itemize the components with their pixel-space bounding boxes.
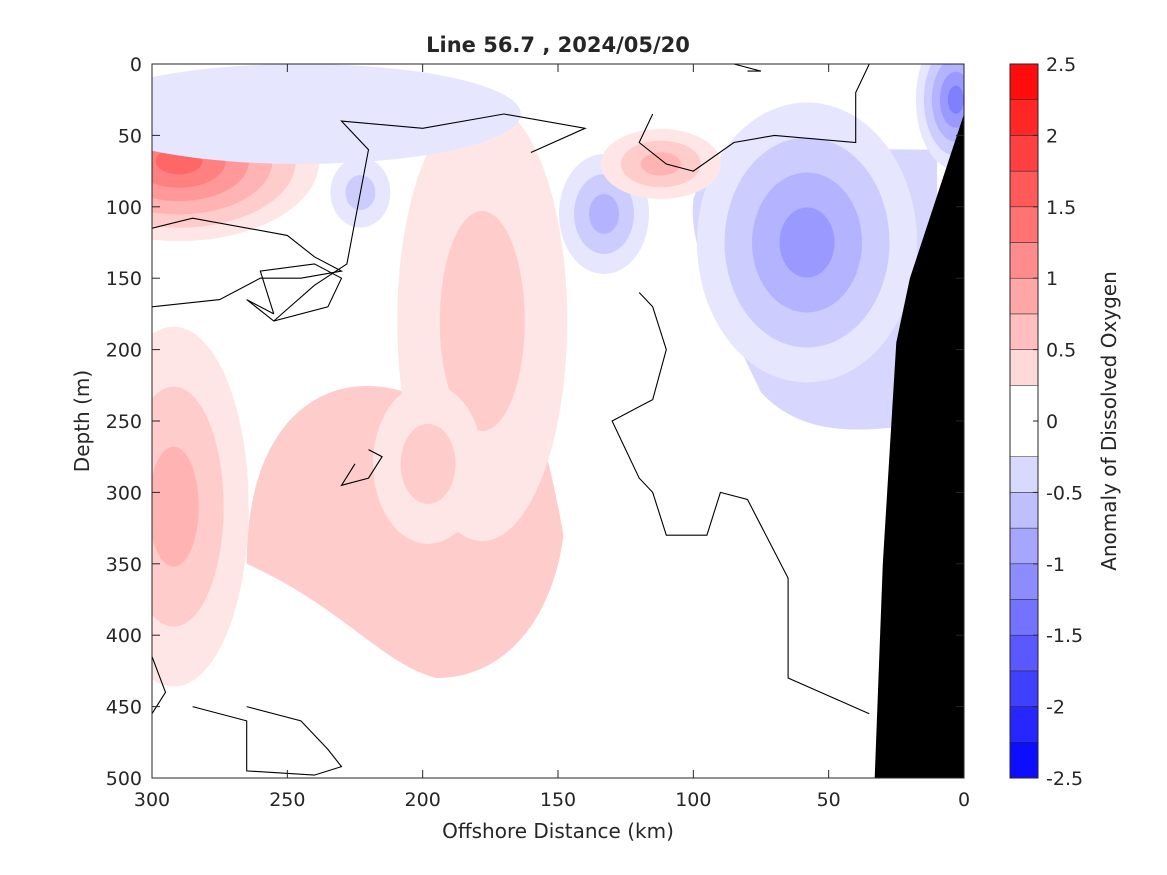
- zero-contour: [273, 113, 587, 322]
- colorbar-tick-label: -2.5: [1046, 768, 1083, 790]
- colorbar: 2.5 2 1.5 1 0.5 0 -0.5 -1 -1.5 -2 -2.5: [1009, 54, 1083, 790]
- colorbar-segment: [1009, 563, 1039, 600]
- colorbar-segment: [1009, 135, 1039, 172]
- x-tick-label: 50: [817, 789, 841, 811]
- y-tick-label: 400: [106, 625, 142, 647]
- y-tick-label: 200: [106, 340, 142, 362]
- y-axis-label: Depth (m): [70, 370, 94, 472]
- chart-title: Line 56.7 , 2024/05/20: [426, 33, 690, 57]
- colorbar-segment: [1009, 742, 1039, 779]
- y-tick-label: 300: [106, 482, 142, 504]
- colorbar-segment: [1009, 313, 1039, 350]
- zero-contour: [152, 217, 344, 308]
- zero-contour: [340, 449, 383, 487]
- colorbar-tick-label: 2.5: [1046, 54, 1076, 76]
- colorbar-segment: [1009, 206, 1039, 243]
- colorbar-segment: [1009, 63, 1039, 100]
- y-axis: 0 50 100 150 200 250 300 350 400 450 500: [106, 54, 964, 790]
- x-tick-label: 150: [540, 789, 576, 811]
- anomaly-negative-surface-offshore: [152, 64, 521, 164]
- x-axis: 300 250 200 150 100 50 0: [134, 64, 970, 811]
- colorbar-segment: [1009, 99, 1039, 136]
- x-tick-label: 250: [269, 789, 305, 811]
- y-tick-label: 350: [106, 554, 142, 576]
- anomaly-positive-lens-200km: [373, 383, 484, 544]
- zero-contour: [733, 64, 762, 72]
- colorbar-tick-label: -2: [1046, 697, 1065, 719]
- y-tick-label: 250: [106, 411, 142, 433]
- colorbar-tick-label: 1: [1046, 268, 1058, 290]
- x-tick-label: 300: [134, 789, 170, 811]
- anomaly-positive-patch-110km: [600, 128, 721, 199]
- colorbar-segment: [1009, 527, 1039, 565]
- colorbar-tick-label: 2: [1046, 125, 1058, 147]
- anomaly-band: [152, 64, 521, 164]
- y-tick-label: 100: [106, 197, 142, 219]
- anomaly-positive-deep-offshore: [152, 326, 249, 687]
- colorbar-label: Anomaly of Dissolved Oxygen: [1097, 271, 1121, 571]
- x-tick-label: 200: [405, 789, 441, 811]
- anomaly-band: [589, 193, 620, 234]
- colorbar-tick-label: 0.5: [1046, 340, 1076, 362]
- colorbar-segment: [1009, 670, 1039, 707]
- zero-contour: [638, 64, 870, 172]
- colorbar-tick-label: 0: [1046, 411, 1058, 433]
- anomaly-negative-surface-coast: [915, 64, 964, 170]
- colorbar-segment: [1009, 170, 1039, 208]
- anomaly-band: [152, 446, 199, 567]
- x-tick-label: 0: [958, 789, 970, 811]
- zero-contour: [246, 263, 343, 322]
- anomaly-negative-core-nearshore: [697, 102, 918, 383]
- colorbar-tick-label: -0.5: [1046, 482, 1083, 504]
- colorbar-segment: [1009, 456, 1039, 493]
- anomaly-band: [439, 211, 525, 432]
- seafloor-mask: [874, 113, 964, 778]
- colorbar-segment: [1009, 706, 1039, 743]
- zero-contour: [192, 706, 343, 776]
- zero-contour: [611, 292, 870, 715]
- x-axis-label: Offshore Distance (km): [442, 819, 674, 843]
- anomaly-field: [152, 64, 964, 687]
- plot-area: [152, 64, 964, 778]
- anomaly-band: [640, 152, 681, 176]
- y-tick-label: 450: [106, 697, 142, 719]
- anomaly-band: [400, 423, 456, 504]
- zero-contour-lines: [152, 64, 870, 776]
- colorbar-segment: [1009, 634, 1039, 672]
- x-tick-label: 100: [675, 789, 711, 811]
- colorbar-segment: [1009, 242, 1039, 279]
- colorbar-segment: [1009, 277, 1039, 315]
- colorbar-segment: [1009, 599, 1039, 636]
- colorbar-segment: [1009, 349, 1039, 386]
- colorbar-tick-label: -1.5: [1046, 625, 1083, 647]
- y-tick-label: 500: [106, 768, 142, 790]
- colorbar-tick-label: -1: [1046, 554, 1065, 576]
- y-tick-label: 150: [106, 268, 142, 290]
- y-tick-label: 0: [130, 54, 142, 76]
- anomaly-band: [947, 85, 964, 114]
- anomaly-band: [779, 207, 835, 278]
- colorbar-segment: [1009, 492, 1039, 529]
- y-tick-label: 50: [118, 125, 142, 147]
- colorbar-tick-label: 1.5: [1046, 197, 1076, 219]
